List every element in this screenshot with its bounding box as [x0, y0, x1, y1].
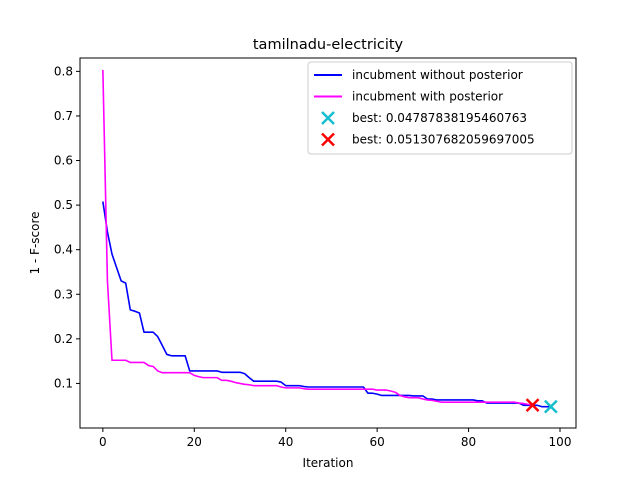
best-marker-without-posterior: [543, 399, 558, 414]
x-tick-label: 40: [278, 435, 293, 449]
y-tick-label: 0.8: [54, 64, 73, 78]
x-tick-label: 80: [461, 435, 476, 449]
y-tick-label: 0.3: [54, 287, 73, 301]
y-tick-label: 0.5: [54, 198, 73, 212]
x-tick-label: 20: [187, 435, 202, 449]
y-tick-label: 0.1: [54, 376, 73, 390]
legend-label: best: 0.051307682059697005: [352, 133, 535, 147]
legend-box: [307, 61, 573, 155]
plot-area: [102, 70, 558, 414]
chart-title: tamilnadu-electricity: [253, 37, 404, 53]
legend-label: incubment with posterior: [352, 90, 503, 104]
legend-swatch-x: [321, 111, 335, 125]
x-tick-label: 60: [370, 435, 385, 449]
best-marker-with-posterior: [525, 398, 540, 413]
legend-label: best: 0.04787838195460763: [352, 111, 527, 125]
best-marker-with-posterior-stroke-b: [525, 398, 540, 413]
y-axis: 0.1 0.2 0.3 0.4 0.5 0.6 0.7 0.8: [54, 64, 80, 390]
legend-swatch-x-stroke-b: [321, 132, 335, 147]
legend-swatch-x-stroke-b: [321, 111, 335, 125]
x-axis: 0 20 40 60 80 100: [99, 428, 571, 449]
legend: incubment without posterior incubment wit…: [307, 61, 573, 155]
plot-frame: [79, 57, 577, 429]
y-tick-label: 0.6: [54, 154, 73, 168]
x-axis-label: Iteration: [303, 456, 354, 470]
legend-swatch-x: [321, 132, 335, 147]
series-layer: [102, 70, 551, 408]
marker-layer: [525, 398, 558, 414]
best-marker-without-posterior-stroke-b: [543, 399, 558, 414]
legend-label: incubment without posterior: [352, 68, 523, 82]
y-tick-label: 0.4: [54, 243, 73, 257]
series-line-without-posterior: [102, 201, 551, 408]
y-tick-label: 0.2: [54, 332, 73, 346]
x-tick-label: 100: [549, 435, 572, 449]
y-axis-label: 1 - F-score: [28, 211, 42, 274]
series-line-with-posterior: [102, 70, 533, 406]
x-tick-label: 0: [99, 435, 107, 449]
y-tick-label: 0.7: [54, 109, 73, 123]
